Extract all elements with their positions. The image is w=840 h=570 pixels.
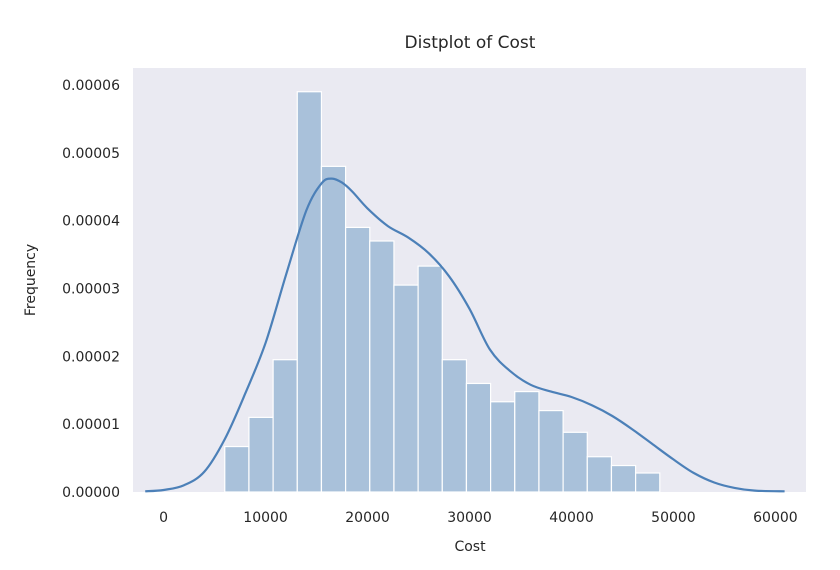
- x-axis-ticks: 0 10000 20000 30000 40000 50000 60000: [159, 510, 798, 526]
- histogram-bar: [418, 266, 442, 492]
- y-tick-label: 0.00000: [62, 485, 120, 501]
- chart-title: Distplot of Cost: [405, 33, 536, 53]
- histogram-bar: [321, 166, 345, 492]
- x-tick-label: 60000: [753, 510, 798, 526]
- histogram-bar: [297, 92, 321, 492]
- histogram-bar: [273, 360, 297, 492]
- histogram-bar: [587, 457, 611, 492]
- x-tick-label: 10000: [243, 510, 288, 526]
- histogram-bar: [225, 447, 249, 492]
- histogram-bar: [491, 402, 515, 492]
- histogram-bar: [346, 227, 370, 492]
- histogram-bar: [539, 411, 563, 492]
- histogram-bar: [515, 392, 539, 492]
- x-tick-label: 30000: [447, 510, 492, 526]
- histogram-bar: [394, 285, 418, 492]
- y-tick-label: 0.00006: [62, 78, 120, 94]
- x-tick-label: 50000: [651, 510, 696, 526]
- x-axis-label: Cost: [454, 539, 486, 555]
- histogram-bar: [442, 360, 466, 492]
- histogram-bar: [563, 432, 587, 492]
- y-tick-label: 0.00003: [62, 281, 120, 297]
- histogram-bar: [370, 241, 394, 492]
- histogram-bar: [466, 383, 490, 492]
- x-tick-label: 0: [159, 510, 168, 526]
- histogram-bar: [636, 473, 660, 492]
- y-tick-label: 0.00001: [62, 417, 120, 433]
- y-tick-label: 0.00005: [62, 146, 120, 162]
- x-tick-label: 20000: [345, 510, 390, 526]
- histogram-bar: [249, 417, 273, 492]
- histogram-bar: [611, 466, 635, 492]
- y-axis-label: Frequency: [23, 244, 39, 316]
- y-tick-label: 0.00004: [62, 214, 120, 230]
- x-tick-label: 40000: [549, 510, 594, 526]
- y-axis-ticks: 0.00000 0.00001 0.00002 0.00003 0.00004 0.000…: [62, 78, 120, 501]
- y-tick-label: 0.00002: [62, 349, 120, 365]
